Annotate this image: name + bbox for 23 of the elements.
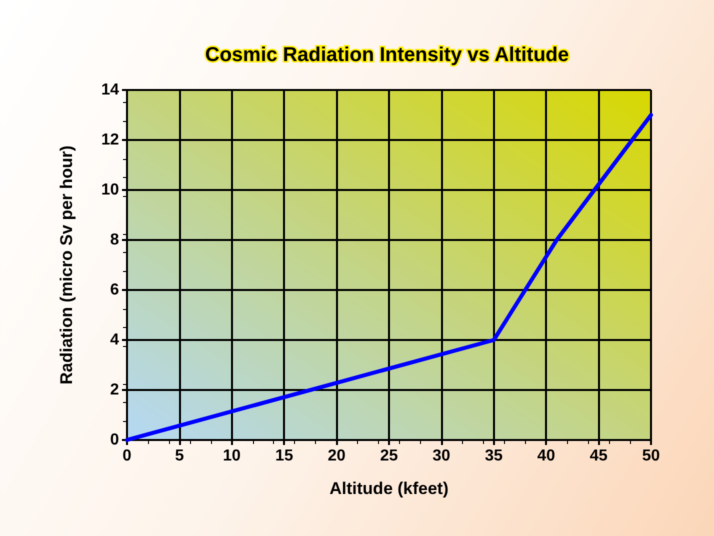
x-tick-label: 30 (432, 448, 450, 464)
x-tick-label: 0 (122, 448, 132, 464)
y-tick-label: 6 (110, 282, 120, 298)
x-tick-label: 10 (222, 448, 241, 464)
y-tick-label: 8 (110, 232, 120, 248)
x-axis-title: Altitude (kfeet) (330, 479, 448, 498)
y-axis-title: Radiation (micro Sv per hour) (57, 146, 76, 384)
x-tick-label: 5 (174, 448, 184, 464)
y-tick-label: 0 (110, 432, 120, 448)
x-tick-label: 25 (380, 448, 398, 464)
y-tick-label: 2 (110, 382, 120, 398)
x-tick-label: 35 (484, 448, 503, 464)
y-tick-label: 4 (110, 332, 120, 348)
x-tick-label: 15 (275, 448, 294, 464)
x-tick-label: 40 (537, 448, 556, 464)
x-tick-label: 45 (590, 448, 608, 464)
y-tick-label: 10 (101, 182, 120, 198)
x-tick-label: 20 (328, 448, 346, 464)
line-series (125, 113, 653, 442)
chart-title: Cosmic Radiation Intensity vs Altitude (205, 44, 569, 66)
x-tick-label: 50 (642, 448, 660, 464)
y-tick-label: 14 (101, 82, 120, 98)
y-tick-label: 12 (101, 132, 120, 148)
